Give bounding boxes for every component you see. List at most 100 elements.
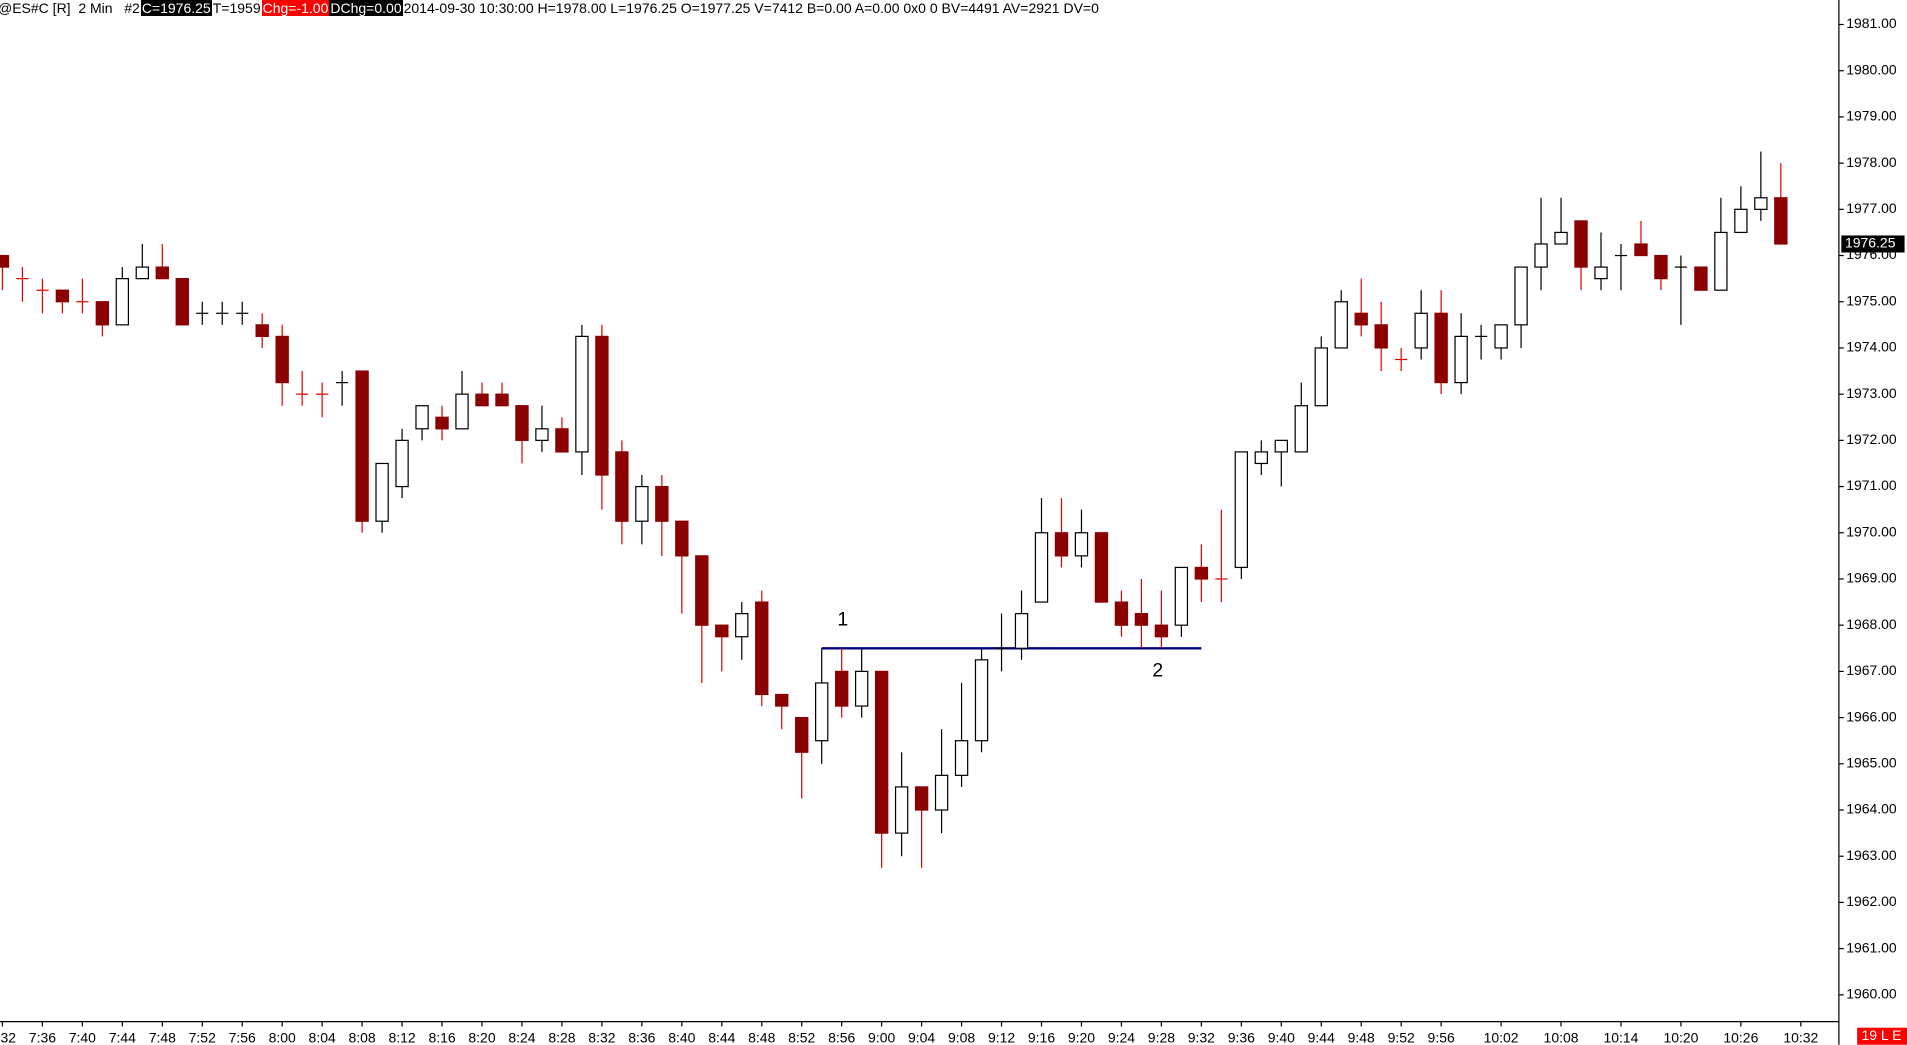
candle-body <box>135 266 149 280</box>
x-tick-label: 10:14 <box>1604 1029 1639 1045</box>
candle-body <box>1314 347 1328 407</box>
y-tick-label: 1970.00 <box>1846 523 1897 539</box>
candle-body <box>1034 532 1049 603</box>
candle-body <box>854 670 869 707</box>
candle-body <box>555 428 569 453</box>
x-tick-label: 9:28 <box>1148 1029 1175 1045</box>
y-tick-label: 1978.00 <box>1846 154 1897 170</box>
candle-body <box>1014 613 1029 649</box>
x-tick-label: 7:48 <box>149 1029 176 1045</box>
x-tick-label: 9:12 <box>988 1029 1015 1045</box>
candle-body <box>435 416 449 430</box>
candle-body <box>535 428 549 441</box>
y-tick-label: 1975.00 <box>1846 292 1897 308</box>
candle-body <box>1574 220 1588 268</box>
x-tick-label: 9:00 <box>868 1029 895 1045</box>
candle-body <box>1534 243 1548 268</box>
y-tick-label: 1980.00 <box>1846 61 1897 77</box>
y-tick-label: 1961.00 <box>1846 939 1897 955</box>
candle-body <box>1354 312 1368 326</box>
y-tick-label: 1974.00 <box>1846 339 1897 355</box>
candle-body <box>375 462 389 522</box>
candle-body <box>255 324 269 338</box>
x-tick-label: 9:20 <box>1068 1029 1095 1045</box>
candle-body <box>1374 324 1388 349</box>
candle-body <box>1294 405 1308 453</box>
candle-body <box>635 485 649 522</box>
candle-body <box>775 693 789 707</box>
candle-body <box>515 405 529 441</box>
x-tick-label: 8:56 <box>828 1029 855 1045</box>
candle-body <box>115 278 130 326</box>
candle-body <box>95 301 110 326</box>
candle-body <box>755 601 769 696</box>
status-badge-box <box>1857 1027 1907 1045</box>
x-tick-label: 8:08 <box>349 1029 376 1045</box>
candle-body <box>1274 439 1288 453</box>
candle-body <box>0 254 10 268</box>
x-tick-label: 7:32 <box>0 1029 16 1045</box>
x-tick-label: 8:44 <box>708 1029 735 1045</box>
x-tick-label: 8:20 <box>468 1029 495 1045</box>
y-tick-label: 1972.00 <box>1846 431 1897 447</box>
candle-body <box>595 335 609 476</box>
candle-body <box>1654 254 1668 280</box>
candle-body <box>415 405 429 430</box>
annotation-label: 1 <box>837 608 848 630</box>
x-tick-label: 10:32 <box>1783 1029 1818 1045</box>
y-tick-label: 1977.00 <box>1846 200 1897 216</box>
header-field: Chg=-1.00 <box>261 0 330 16</box>
candle-body <box>1254 451 1268 465</box>
candle-body <box>455 393 469 430</box>
candle-body <box>1334 301 1348 349</box>
candle-body <box>1774 197 1788 245</box>
y-tick-label: 1969.00 <box>1846 570 1897 586</box>
candle-body <box>874 670 889 834</box>
x-tick-label: 8:12 <box>388 1029 415 1045</box>
candle-body <box>1114 601 1129 626</box>
x-tick-label: 8:40 <box>668 1029 695 1045</box>
x-tick-label: 8:16 <box>428 1029 455 1045</box>
x-tick-label: 7:36 <box>29 1029 56 1045</box>
header-field: 2014-09-30 10:30:00 H=1978.00 L=1976.25 … <box>403 0 1099 16</box>
candle-body <box>834 670 849 707</box>
candle-body <box>815 682 829 742</box>
candle-body <box>1694 266 1708 291</box>
x-tick-label: 9:08 <box>948 1029 975 1045</box>
candle-body <box>1414 312 1428 349</box>
y-tick-label: 1960.00 <box>1846 986 1897 1002</box>
candle-body <box>175 278 189 326</box>
candle-body <box>1494 324 1508 349</box>
candle-body <box>395 439 409 488</box>
y-tick-label: 1973.00 <box>1846 385 1897 401</box>
x-tick-label: 8:28 <box>548 1029 575 1045</box>
y-tick-label: 1981.00 <box>1846 15 1897 31</box>
candle-body <box>55 289 70 303</box>
y-tick-label: 1967.00 <box>1846 662 1897 678</box>
y-tick-label: 1963.00 <box>1846 847 1897 863</box>
candle-body <box>715 624 729 638</box>
x-tick-label: 9:40 <box>1268 1029 1295 1045</box>
status-badge: 19 L E <box>1862 1027 1902 1043</box>
y-tick-label: 1965.00 <box>1846 754 1897 770</box>
header-field: C=1976.25 <box>140 0 212 16</box>
candle-body <box>974 659 989 742</box>
candle-body <box>475 393 489 407</box>
x-tick-label: 8:48 <box>748 1029 775 1045</box>
candle-body <box>1194 566 1209 580</box>
candle-body <box>1154 624 1169 638</box>
header-field: @ES#C [R] 2 Min #2 <box>0 0 140 16</box>
x-tick-label: 9:44 <box>1308 1029 1335 1045</box>
candle-body <box>1234 451 1249 569</box>
candle-body <box>735 613 749 638</box>
x-tick-label: 8:32 <box>588 1029 615 1045</box>
candle-body <box>1434 312 1448 384</box>
candle-body <box>655 485 669 522</box>
candle-body <box>1074 532 1089 557</box>
x-tick-label: 10:02 <box>1484 1029 1519 1045</box>
candle-body <box>934 774 949 811</box>
x-tick-label: 8:36 <box>628 1029 655 1045</box>
x-tick-label: 9:32 <box>1188 1029 1215 1045</box>
